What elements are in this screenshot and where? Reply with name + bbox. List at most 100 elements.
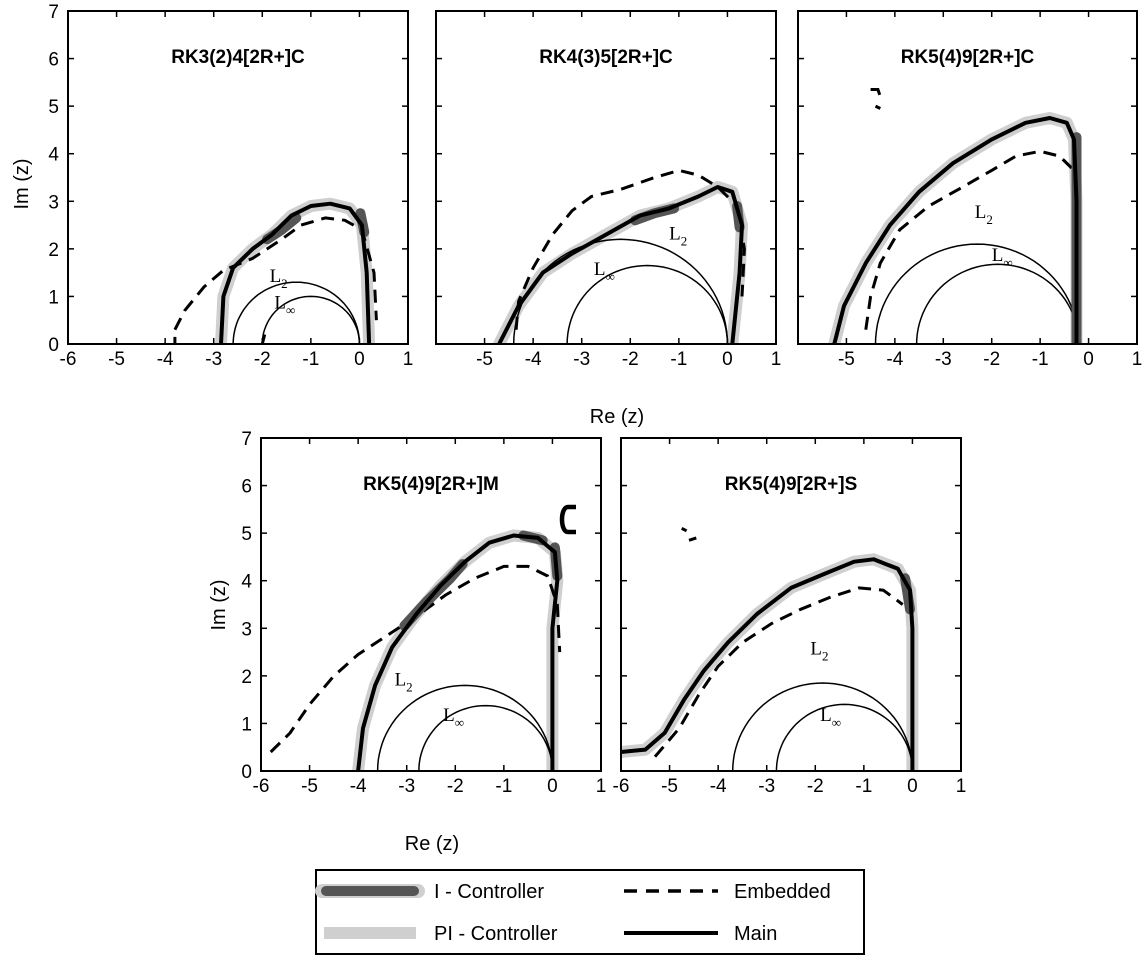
series-main-5-2 <box>621 557 915 771</box>
plot-area-5 <box>621 527 919 771</box>
x-tick-label: -5 <box>838 349 855 370</box>
x-axis-label-bottom: Re (z) <box>405 833 459 855</box>
x-tick-label: -5 <box>476 349 493 370</box>
series-l2-1-7 <box>232 281 361 344</box>
x-tick-label: 0 <box>1083 349 1094 370</box>
curve-label-linf: L∞ <box>274 292 295 317</box>
series-linf-1-8 <box>261 295 361 344</box>
series-embedded-3-3 <box>864 149 1073 330</box>
x-tick-label: -1 <box>1032 349 1049 370</box>
x-tick-label: -1 <box>670 349 687 370</box>
series-l2-3-6 <box>874 243 1080 344</box>
y-tick-label: 0 <box>241 762 252 783</box>
x-tick-label: -5 <box>661 776 678 797</box>
panel-title-2: RK4(3)5[2R+]C <box>539 47 673 68</box>
panel-frame-3 <box>797 10 1138 345</box>
x-tick-label: -5 <box>301 776 318 797</box>
legend-main-label: Main <box>734 923 777 945</box>
plot-area-2 <box>493 168 748 344</box>
x-tick-label: -6 <box>253 776 270 797</box>
y-tick-label: 7 <box>241 429 252 450</box>
x-tick-label: 0 <box>354 349 365 370</box>
x-tick-label: 1 <box>956 776 967 797</box>
series-l2-2-5 <box>512 238 729 344</box>
curve-label-l2: L2 <box>395 669 413 694</box>
panel-5: -6 -5 -4 -3 -2 -1 0 1 RK5(4)9[2R+]S L2 L∞ <box>613 437 967 797</box>
series-embedded-4-5 <box>269 564 562 754</box>
series-linf-3-7 <box>915 263 1080 344</box>
series-embedded-5-4 <box>681 527 688 533</box>
x-axis-label-top: Re (z) <box>590 406 644 428</box>
y-tick-label: 1 <box>241 714 252 735</box>
curve-label-l2: L2 <box>975 202 993 227</box>
x-tick-label: -3 <box>205 349 222 370</box>
series-main-4-4 <box>356 533 560 771</box>
legend-embedded-label: Embedded <box>734 881 831 903</box>
x-tick-label: 0 <box>547 776 558 797</box>
y-tick-label: 6 <box>241 477 252 498</box>
curve-label-linf: L∞ <box>443 705 464 730</box>
y-tick-label: 6 <box>48 50 59 71</box>
series-main-2-3 <box>497 185 744 344</box>
series-embedded-3-5 <box>874 104 881 110</box>
curve-label-linf: L∞ <box>992 245 1013 270</box>
panel-title-1: RK3(2)4[2R+]C <box>171 47 305 68</box>
y-tick-label: 7 <box>48 2 59 23</box>
plot-area-3 <box>828 88 1083 344</box>
legend-i-label: I - Controller <box>434 881 544 903</box>
x-tick-label: -6 <box>613 776 630 797</box>
x-tick-label: -2 <box>622 349 639 370</box>
x-tick-label: -6 <box>60 349 77 370</box>
plot-area-4 <box>269 529 564 771</box>
panel-2: -5 -4 -3 -2 -1 0 1 RK4(3)5[2R+]C L2 L∞ <box>435 10 782 370</box>
x-tick-label: -3 <box>758 776 775 797</box>
panel-title-3: RK5(4)9[2R+]C <box>901 47 1035 68</box>
x-tick-label: 1 <box>771 349 782 370</box>
panel-title-4: RK5(4)9[2R+]M <box>363 474 499 495</box>
x-tick-label: 1 <box>1132 349 1143 370</box>
series-linf-4-7 <box>418 704 554 771</box>
x-tick-label: -4 <box>886 349 903 370</box>
panel-frame-2 <box>435 10 777 345</box>
curve-label-l2: L2 <box>810 638 828 663</box>
x-tick-label: -4 <box>350 776 367 797</box>
x-tick-label: -2 <box>983 349 1000 370</box>
x-tick-label: -1 <box>302 349 319 370</box>
x-tick-label: 1 <box>403 349 414 370</box>
legend-pi-label: PI - Controller <box>434 923 558 945</box>
y-tick-label: 1 <box>48 287 59 308</box>
y-tick-label: 2 <box>241 667 252 688</box>
panel-1: -6 -5 -4 -3 -2 -1 0 1 0 1 2 3 4 5 6 7 RK3(2)4[2R+]C L2L∞ <box>48 2 413 370</box>
curve-label-linf: L∞ <box>594 259 615 284</box>
x-tick-label: 0 <box>907 776 918 797</box>
series-embedded-3-4 <box>870 88 882 98</box>
series-pi-5-0 <box>621 553 919 771</box>
x-tick-label: -4 <box>525 349 542 370</box>
x-tick-label: -2 <box>807 776 824 797</box>
x-tick-label: -4 <box>710 776 727 797</box>
curve-label-l2: L2 <box>270 266 288 291</box>
x-tick-label: -1 <box>495 776 512 797</box>
x-tick-label: -2 <box>254 349 271 370</box>
y-tick-label: 4 <box>241 572 252 593</box>
y-axis-label-bottom: Im (z) <box>208 579 230 630</box>
y-axis-label-top: Im (z) <box>11 158 33 209</box>
series-pi-3-0 <box>828 112 1083 344</box>
x-tick-label: -2 <box>447 776 464 797</box>
series-main-3-2 <box>832 116 1079 344</box>
panels: -6 -5 -4 -3 -2 -1 0 101234567RK3(2)4[2R+]CL2L∞-… <box>48 2 1142 797</box>
x-tick-label: -3 <box>573 349 590 370</box>
series-embedded-5-3 <box>653 586 904 758</box>
x-tick-label: -3 <box>935 349 952 370</box>
series-embedded-5-5 <box>688 536 697 542</box>
curve-label-linf: L∞ <box>820 705 841 730</box>
panel-3: -5 -4 -3 -2 -1 0 1 RK5(4)9[2R+]C L2 L∞ <box>797 10 1143 370</box>
y-tick-label: 3 <box>48 192 59 213</box>
y-tick-label: 0 <box>48 335 59 356</box>
x-tick-label: 1 <box>596 776 607 797</box>
x-tick-label: -1 <box>855 776 872 797</box>
y-tick-label: 5 <box>241 524 252 545</box>
panel-title-5: RK5(4)9[2R+]S <box>725 474 858 495</box>
series-linf-2-6 <box>566 264 729 344</box>
y-tick-label: 4 <box>48 145 59 166</box>
